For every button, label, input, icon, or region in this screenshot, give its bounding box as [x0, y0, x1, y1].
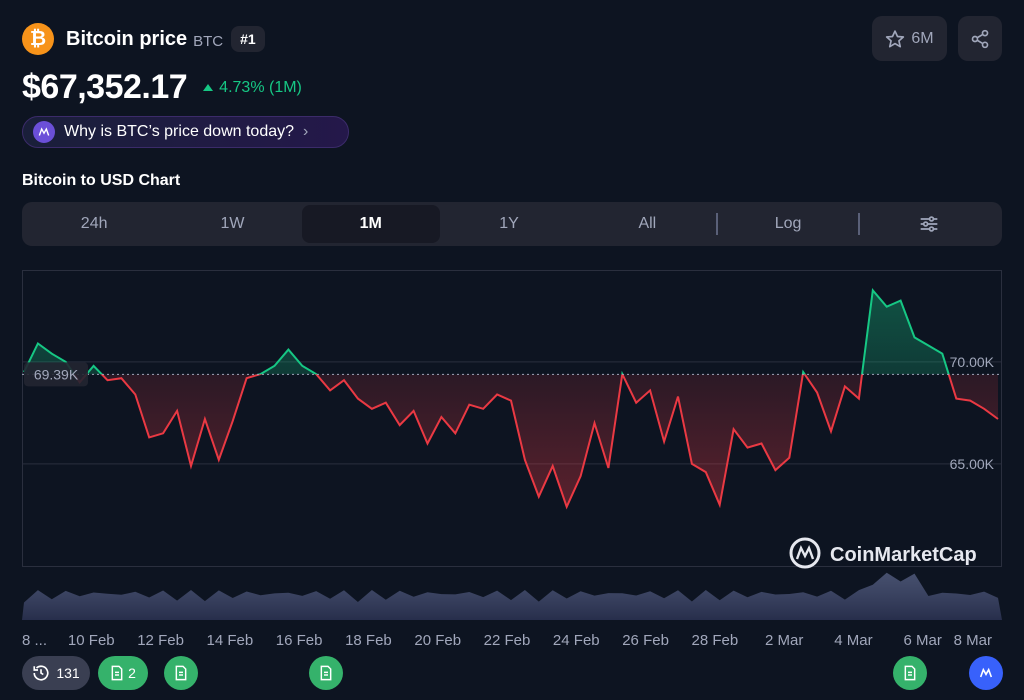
- price-line-down: [73, 374, 999, 510]
- header-actions: 6M: [872, 16, 1002, 61]
- document-icon: [320, 665, 332, 681]
- x-tick-label: 16 Feb: [275, 632, 323, 649]
- document-icon: [904, 665, 916, 681]
- x-tick-label: 2 Mar: [764, 632, 804, 649]
- ai-insight-button[interactable]: Why is BTC’s price down today? ›: [22, 116, 349, 148]
- x-tick-label: 4 Mar: [834, 632, 873, 649]
- ai-event-marker[interactable]: [969, 656, 1003, 690]
- tab-1y[interactable]: 1Y: [499, 215, 519, 232]
- share-button[interactable]: [958, 16, 1002, 61]
- x-tick-label: 8 Mar: [953, 632, 992, 649]
- price-change: 4.73% (1M): [203, 79, 302, 97]
- coin-name: Bitcoin price: [66, 27, 188, 50]
- share-icon: [971, 29, 989, 48]
- x-tick-label: 20 Feb: [414, 632, 462, 649]
- x-tick-label: 28 Feb: [691, 632, 739, 649]
- coinmarketcap-watermark: CoinMarketCap: [789, 537, 977, 569]
- watermark-text: CoinMarketCap: [830, 544, 977, 566]
- ai-insight-label: Why is BTC’s price down today?: [64, 123, 295, 140]
- event-markers: 131 2: [0, 656, 1024, 696]
- x-axis-labels: 8 ... 10 Feb 12 Feb 14 Feb 16 Feb 18 Feb 20 Fe…: [22, 632, 1012, 652]
- x-tick-label: 10 Feb: [67, 632, 115, 649]
- range-selector: 24h 1W 1M 1Y All Log: [22, 202, 1002, 246]
- chart-title: Bitcoin to USD Chart: [22, 172, 181, 189]
- rank-badge: #1: [231, 26, 265, 52]
- baseline-label: 69.39K: [34, 366, 79, 382]
- history-icon: [33, 665, 49, 681]
- tab-1m[interactable]: 1M: [301, 205, 440, 243]
- price-row: $67,352.17 4.73% (1M): [22, 68, 302, 107]
- chart-frame: [22, 270, 1002, 567]
- ai-assistant-icon: [33, 121, 55, 143]
- news-marker[interactable]: [893, 656, 927, 690]
- news-count: 2: [128, 665, 136, 681]
- coin-symbol: BTC: [193, 32, 224, 50]
- y-tick-label: 65.00K: [950, 456, 995, 472]
- volume-area: [22, 572, 1002, 620]
- x-tick-label: 12 Feb: [137, 632, 184, 649]
- star-icon: [886, 29, 905, 48]
- history-count: 131: [56, 665, 80, 681]
- news-marker[interactable]: [164, 656, 198, 690]
- chart-settings-button[interactable]: [860, 205, 999, 243]
- baseline-label-bg: [24, 362, 88, 387]
- price-change-value: 4.73% (1M): [219, 78, 302, 96]
- news-marker[interactable]: 2: [98, 656, 148, 690]
- x-tick-label: 26 Feb: [622, 632, 669, 649]
- triangle-up-icon: [203, 84, 214, 91]
- x-tick-label: 22 Feb: [483, 632, 531, 649]
- chevron-right-icon: ›: [303, 123, 309, 140]
- watchlist-button[interactable]: 6M: [872, 16, 947, 61]
- x-tick-label: 6 Mar: [903, 632, 942, 649]
- document-icon: [175, 665, 187, 681]
- current-price: $67,352.17: [22, 68, 188, 106]
- x-tick-label: 24 Feb: [552, 632, 600, 649]
- price-chart[interactable]: 69.39K 70.00K 65.00K CoinMarketCap: [22, 270, 1002, 622]
- y-tick-label: 70.00K: [950, 354, 995, 370]
- x-tick-label: 18 Feb: [345, 632, 392, 649]
- range-divider: [857, 213, 860, 235]
- tab-1w[interactable]: 1W: [220, 215, 245, 232]
- sliders-icon: [921, 216, 938, 232]
- x-tick-label: 8 ...: [22, 632, 48, 649]
- watchlist-count: 6M: [911, 29, 934, 47]
- document-icon: [111, 665, 123, 681]
- area-below-baseline: [74, 374, 998, 507]
- coin-header: ₿ Bitcoin price BTC #1: [22, 22, 265, 56]
- tab-all[interactable]: All: [638, 215, 657, 232]
- tab-24h[interactable]: 24h: [80, 215, 108, 232]
- bitcoin-logo-icon: ₿: [22, 23, 54, 55]
- price-chart-svg: 69.39K 70.00K 65.00K CoinMarketCap: [22, 270, 1002, 620]
- x-tick-label: 14 Feb: [206, 632, 254, 649]
- range-divider: [716, 213, 719, 235]
- ai-assistant-icon: [979, 667, 993, 678]
- news-marker[interactable]: [309, 656, 343, 690]
- history-events-button[interactable]: 131: [22, 656, 90, 690]
- log-scale-toggle[interactable]: Log: [774, 215, 802, 232]
- area-above-baseline: [24, 290, 998, 375]
